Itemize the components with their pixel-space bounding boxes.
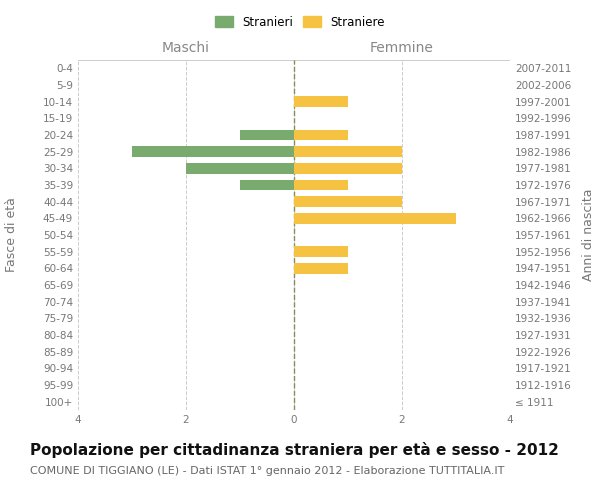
Bar <box>240 180 294 190</box>
Bar <box>294 213 456 224</box>
Bar <box>294 180 348 190</box>
Bar <box>294 163 402 174</box>
Text: Anni di nascita: Anni di nascita <box>581 188 595 281</box>
Bar <box>132 146 294 157</box>
Legend: Stranieri, Straniere: Stranieri, Straniere <box>211 11 389 34</box>
Bar <box>294 130 348 140</box>
Text: COMUNE DI TIGGIANO (LE) - Dati ISTAT 1° gennaio 2012 - Elaborazione TUTTITALIA.I: COMUNE DI TIGGIANO (LE) - Dati ISTAT 1° … <box>30 466 505 476</box>
Bar <box>294 196 402 207</box>
Bar <box>294 96 348 107</box>
Bar <box>240 130 294 140</box>
Bar <box>294 246 348 257</box>
Text: Popolazione per cittadinanza straniera per età e sesso - 2012: Popolazione per cittadinanza straniera p… <box>30 442 559 458</box>
Text: Femmine: Femmine <box>370 41 434 55</box>
Text: Maschi: Maschi <box>162 41 210 55</box>
Bar <box>294 146 402 157</box>
Bar <box>186 163 294 174</box>
Bar <box>294 263 348 274</box>
Text: Fasce di età: Fasce di età <box>5 198 19 272</box>
